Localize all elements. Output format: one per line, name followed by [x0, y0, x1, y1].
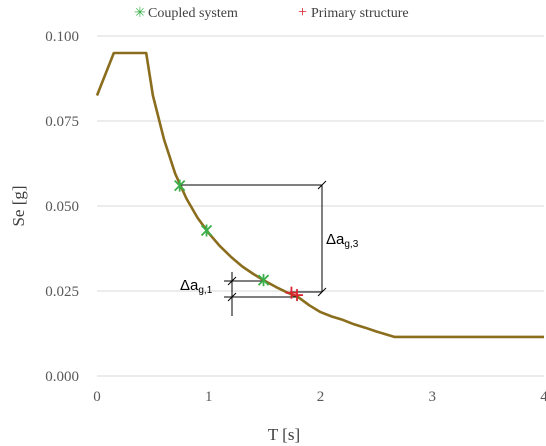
plot-grid	[97, 35, 544, 292]
primary-marker-1	[291, 289, 304, 302]
legend-primary-symbol: +	[298, 4, 307, 21]
delta-ag1-bottom-tick	[227, 292, 237, 302]
spectrum-curve	[95, 51, 544, 339]
x-tick-label-2: 2	[317, 389, 325, 405]
x-tick-label-1: 1	[205, 389, 213, 405]
y-tick-label-3: 0.075	[45, 114, 79, 130]
legend-coupled-label: Coupled system	[148, 6, 238, 21]
x-tick-label-0: 0	[93, 389, 101, 405]
coupled-marker-1	[200, 224, 213, 237]
x-tick-labels: 0 1 2 3 4	[93, 389, 546, 405]
legend-primary-label: Primary structure	[311, 6, 409, 21]
delta-ag1-annotation	[224, 272, 298, 316]
y-tick-label-0: 0.000	[45, 369, 79, 385]
x-axis-label: T [s]	[268, 425, 300, 444]
coupled-marker-0	[174, 179, 186, 192]
y-tick-label-4: 0.100	[45, 29, 79, 45]
delta-ag1-top-tick	[227, 276, 237, 286]
legend: ✳ Coupled system + Primary structure	[134, 4, 409, 21]
coupled-marker-2	[257, 274, 270, 287]
y-tick-labels: 0.000 0.025 0.050 0.075 0.100	[45, 29, 79, 385]
delta-ag3-top-tick	[317, 180, 327, 190]
data-markers	[174, 179, 304, 302]
delta-ag3-label: Δag,3	[326, 231, 359, 250]
y-tick-label-1: 0.025	[45, 284, 79, 300]
x-tick-label-4: 4	[540, 389, 546, 405]
y-tick-label-2: 0.050	[45, 199, 79, 215]
delta-ag3-annotation	[180, 180, 327, 297]
delta-ag3-bottom-tick	[317, 287, 327, 297]
legend-coupled-symbol: ✳	[134, 6, 146, 21]
y-axis-label: Se [g]	[9, 185, 28, 226]
x-tick-label-3: 3	[429, 389, 437, 405]
delta-ag1-label: Δag,1	[180, 277, 213, 296]
primary-marker-0	[285, 286, 298, 299]
